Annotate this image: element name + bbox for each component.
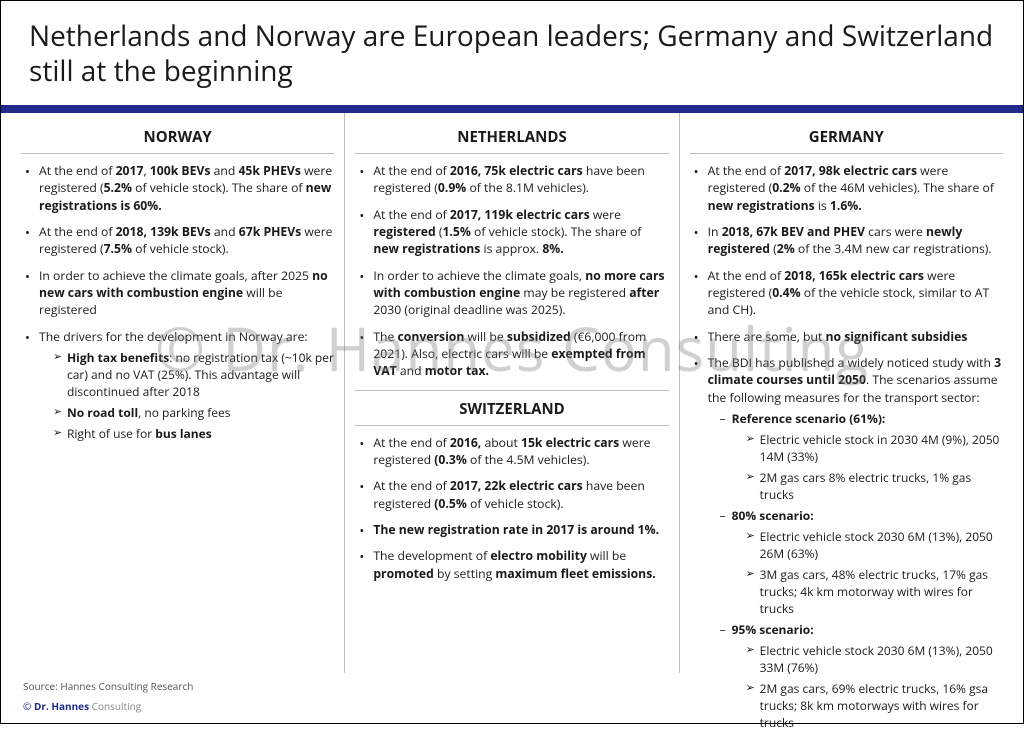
switzerland-block: SWITZERLAND At the end of 2016, about 15… — [355, 390, 668, 582]
list-item: Reference scenario (61%):Electric vehicl… — [720, 410, 1003, 503]
list-item: At the end of 2017, 119k electric cars w… — [359, 206, 668, 258]
list-item: The new registration rate in 2017 is aro… — [359, 521, 668, 538]
header-switzerland: SWITZERLAND — [355, 390, 668, 426]
list-item: In 2018, 67k BEV and PHEV cars were newl… — [694, 223, 1003, 258]
slide-frame: Netherlands and Norway are European lead… — [0, 0, 1024, 724]
list-item: 3M gas cars, 48% electric trucks, 17% ga… — [746, 566, 1003, 617]
scenario-items: Electric vehicle stock 2030 6M (13%), 20… — [732, 642, 1003, 731]
list-item: In order to achieve the climate goals, a… — [25, 267, 334, 319]
copyright-brand: Dr. Hannes — [34, 699, 89, 713]
scenario-items: Electric vehicle stock 2030 6M (13%), 20… — [732, 528, 1003, 617]
column-norway: NORWAY At the end of 2017, 100k BEVs and… — [11, 113, 344, 673]
list-item: The BDI has published a widely noticed s… — [694, 354, 1003, 731]
list-item: High tax benefits: no registration tax (… — [53, 349, 334, 400]
list-item: Electric vehicle stock 2030 6M (13%), 20… — [746, 528, 1003, 562]
list-item: At the end of 2017, 98k electric cars we… — [694, 162, 1003, 214]
list-item: Right of use for bus lanes — [53, 425, 334, 442]
list-item: At the end of 2016, 75k electric cars ha… — [359, 162, 668, 197]
list-item: At the end of 2017, 22k electric cars ha… — [359, 477, 668, 512]
switzerland-bullets: At the end of 2016, about 15k electric c… — [355, 434, 668, 582]
list-item: No road toll, no parking fees — [53, 404, 334, 421]
germany-bullets: At the end of 2017, 98k electric cars we… — [690, 162, 1003, 731]
list-item: 95% scenario:Electric vehicle stock 2030… — [720, 621, 1003, 731]
list-item: The development of electro mobility will… — [359, 547, 668, 582]
header-norway: NORWAY — [21, 123, 334, 154]
list-item: There are some, but no significant subsi… — [694, 328, 1003, 345]
list-item: 2M gas cars, 69% electric trucks, 16% gs… — [746, 680, 1003, 731]
list-item: At the end of 2018, 139k BEVs and 67k PH… — [25, 223, 334, 258]
norway-drivers: High tax benefits: no registration tax (… — [39, 349, 334, 442]
list-item: Electric vehicle stock 2030 6M (13%), 20… — [746, 642, 1003, 676]
list-item: At the end of 2018, 165k electric cars w… — [694, 267, 1003, 319]
footer: Source: Hannes Consulting Research © Dr.… — [23, 679, 193, 713]
column-netherlands-switzerland: NETHERLANDS At the end of 2016, 75k elec… — [344, 113, 678, 673]
norway-bullets: At the end of 2017, 100k BEVs and 45k PH… — [21, 162, 334, 442]
list-item: In order to achieve the climate goals, n… — [359, 267, 668, 319]
title-block: Netherlands and Norway are European lead… — [1, 1, 1023, 99]
page-title: Netherlands and Norway are European lead… — [29, 19, 995, 89]
column-germany: GERMANY At the end of 2017, 98k electric… — [679, 113, 1013, 673]
list-item: At the end of 2016, about 15k electric c… — [359, 434, 668, 469]
accent-bar — [1, 105, 1023, 113]
content-columns: NORWAY At the end of 2017, 100k BEVs and… — [1, 113, 1023, 673]
header-germany: GERMANY — [690, 123, 1003, 154]
list-item: The drivers for the development in Norwa… — [25, 328, 334, 442]
scenario-items: Electric vehicle stock in 2030 4M (9%), … — [732, 431, 1003, 503]
list-item: The conversion will be subsidized (€6,00… — [359, 328, 668, 380]
copyright-symbol: © — [23, 699, 31, 713]
copyright-line: © Dr. Hannes Consulting — [23, 699, 193, 713]
list-item: Electric vehicle stock in 2030 4M (9%), … — [746, 431, 1003, 465]
germany-scenarios: Reference scenario (61%):Electric vehicl… — [708, 410, 1003, 731]
copyright-suffix: Consulting — [92, 699, 142, 713]
header-netherlands: NETHERLANDS — [355, 123, 668, 154]
list-item: 80% scenario:Electric vehicle stock 2030… — [720, 507, 1003, 617]
source-line: Source: Hannes Consulting Research — [23, 679, 193, 693]
list-item: 2M gas cars 8% electric trucks, 1% gas t… — [746, 469, 1003, 503]
netherlands-bullets: At the end of 2016, 75k electric cars ha… — [355, 162, 668, 380]
list-item: At the end of 2017, 100k BEVs and 45k PH… — [25, 162, 334, 214]
